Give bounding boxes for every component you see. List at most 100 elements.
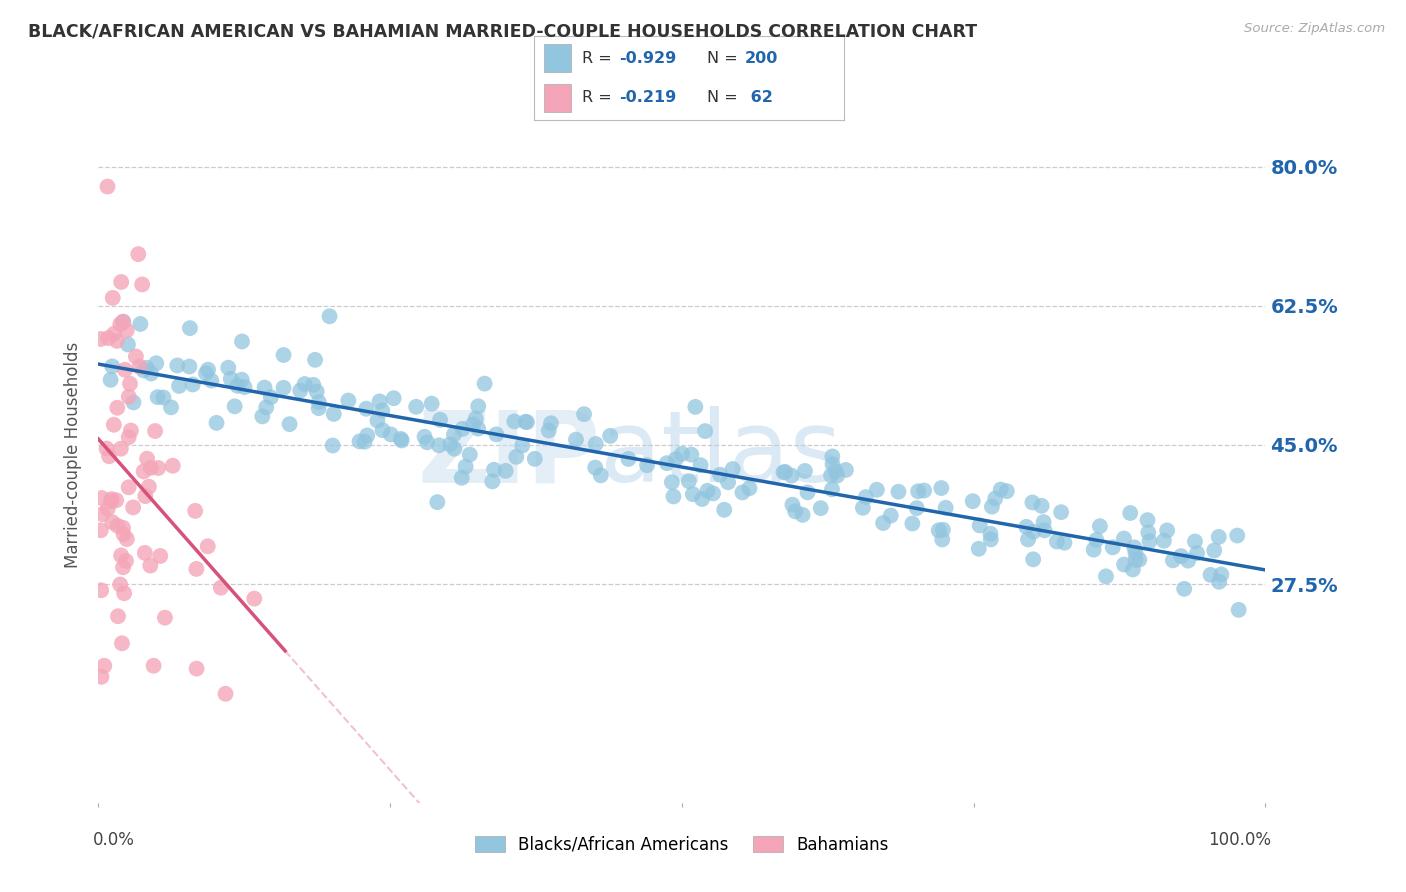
Point [224, 400, 246, 414]
Point [112, 527, 135, 541]
Point [366, 413, 388, 427]
Point [142, 658, 165, 673]
Point [717, 475, 740, 490]
Point [152, 391, 174, 405]
Point [901, 516, 924, 531]
Point [368, 394, 391, 409]
Point [290, 384, 312, 398]
Point [120, 424, 142, 438]
Point [115, 323, 138, 337]
Point [540, 416, 562, 430]
Point [97, 331, 120, 345]
Point [702, 486, 724, 500]
Point [107, 609, 129, 624]
Point [231, 334, 253, 349]
Point [1199, 567, 1222, 582]
Point [304, 352, 326, 367]
Point [1125, 553, 1147, 567]
Point [90, 670, 112, 684]
Point [100, 492, 122, 507]
Point [887, 484, 910, 499]
Point [110, 317, 132, 331]
Text: N =: N = [707, 90, 744, 105]
Point [219, 372, 242, 386]
Point [254, 401, 277, 415]
Point [110, 549, 132, 563]
Point [482, 463, 505, 477]
Point [450, 471, 472, 485]
Point [186, 562, 208, 576]
Point [322, 407, 344, 421]
Point [731, 485, 754, 500]
Point [821, 457, 844, 471]
Point [772, 466, 794, 480]
Point [101, 359, 124, 374]
Point [980, 500, 1002, 514]
Point [132, 363, 155, 377]
Point [439, 437, 461, 451]
Point [690, 491, 713, 506]
Point [1050, 505, 1073, 519]
Point [105, 401, 128, 415]
Point [1095, 569, 1118, 583]
Point [101, 291, 124, 305]
Point [866, 483, 889, 497]
Point [503, 414, 526, 428]
Point [962, 494, 984, 508]
Point [181, 377, 204, 392]
Point [122, 500, 145, 515]
Point [427, 438, 450, 452]
Point [114, 363, 136, 377]
Point [1156, 524, 1178, 538]
Point [461, 417, 484, 432]
Point [149, 549, 172, 563]
Point [464, 411, 486, 425]
Point [467, 399, 489, 413]
Text: 62: 62 [745, 90, 772, 105]
Point [681, 448, 703, 462]
Point [166, 359, 188, 373]
Point [495, 464, 517, 478]
Point [128, 359, 150, 374]
Text: 100.0%: 100.0% [1208, 830, 1271, 848]
Point [118, 390, 141, 404]
Point [111, 315, 134, 329]
Point [485, 427, 508, 442]
Point [90, 583, 112, 598]
Point [318, 310, 340, 324]
Point [458, 448, 481, 462]
FancyBboxPatch shape [544, 84, 571, 112]
Point [682, 487, 704, 501]
Point [167, 379, 190, 393]
Point [1139, 534, 1161, 549]
Point [1085, 533, 1108, 547]
Point [585, 437, 607, 451]
Point [129, 317, 152, 331]
Point [184, 504, 207, 518]
Point [107, 518, 129, 533]
Point [209, 581, 232, 595]
Point [98, 450, 121, 464]
Point [537, 424, 560, 438]
Point [278, 417, 301, 431]
Point [969, 518, 991, 533]
Point [134, 489, 156, 503]
Point [1227, 603, 1250, 617]
Point [990, 483, 1012, 497]
Point [138, 480, 160, 494]
Point [980, 533, 1002, 547]
Point [217, 360, 239, 375]
Point [110, 275, 132, 289]
Point [1053, 535, 1076, 549]
Text: atlas: atlas [600, 407, 842, 503]
Point [565, 433, 588, 447]
Point [589, 468, 612, 483]
Point [96, 179, 118, 194]
Point [127, 247, 149, 261]
Point [454, 459, 477, 474]
Text: ZIP: ZIP [418, 407, 600, 503]
Point [132, 465, 155, 479]
Point [820, 468, 842, 483]
Point [243, 591, 266, 606]
Point [1112, 558, 1135, 572]
